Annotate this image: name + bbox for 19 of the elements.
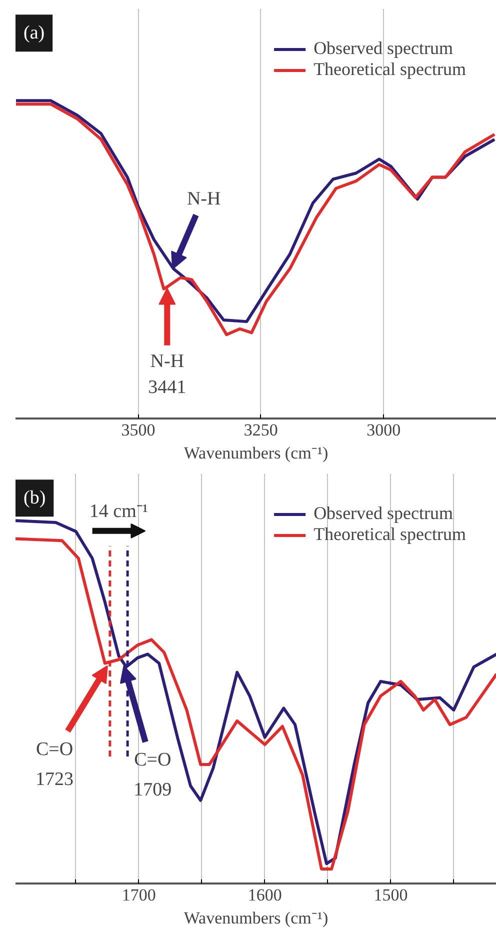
chart-title: (a) <box>24 22 45 44</box>
legend-label: Theoretical spectrum <box>314 524 466 545</box>
annotation: 14 cm⁻¹ <box>89 500 148 522</box>
x-tick-label: 3250 <box>244 420 278 440</box>
legend-label: Observed spectrum <box>314 38 454 59</box>
chart-title: (b) <box>24 488 46 509</box>
x-tick-label: 1500 <box>374 886 408 904</box>
x-tick-label: 3000 <box>366 420 401 440</box>
annotation: C=O 1709 <box>134 750 172 801</box>
x-tick-label: 1600 <box>248 886 282 904</box>
legend-label: Theoretical spectrum <box>314 59 466 80</box>
x-axis-title: Wavenumbers (cm⁻¹) <box>184 444 328 462</box>
x-tick-label: 1700 <box>122 886 156 904</box>
annotation: C=O 1723 <box>36 738 74 790</box>
annotation: N-H <box>186 188 221 210</box>
legend-label: Observed spectrum <box>314 503 454 524</box>
annotation: N-H 3441 <box>148 350 186 398</box>
x-axis-title: Wavenumbers (cm⁻¹) <box>184 908 328 928</box>
x-tick-label: 3500 <box>121 420 156 440</box>
